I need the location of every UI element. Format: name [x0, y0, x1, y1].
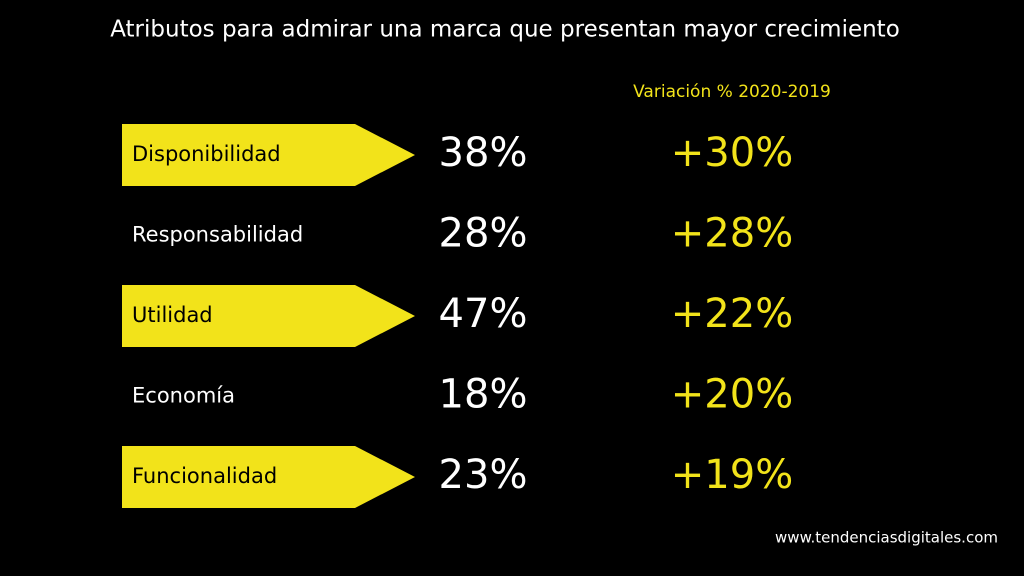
row-label: Utilidad	[132, 303, 213, 327]
row-label: Disponibilidad	[132, 142, 281, 166]
row-change: +19%	[671, 452, 793, 498]
row-value: 18%	[439, 372, 528, 418]
row-value: 38%	[439, 130, 528, 176]
row-value: 47%	[439, 291, 528, 337]
highlight-arrow	[122, 124, 415, 186]
highlight-arrow	[122, 446, 415, 508]
row-change: +22%	[671, 291, 793, 337]
source: www.tendenciasdigitales.com	[775, 529, 998, 547]
row-label: Economía	[132, 384, 235, 408]
row-change: +28%	[671, 211, 793, 257]
row-label: Responsabilidad	[132, 223, 303, 247]
title: Atributos para admirar una marca que pre…	[110, 17, 900, 43]
row-value: 28%	[439, 211, 528, 257]
rows: Disponibilidad 38% +30% Responsabilidad 28% +…	[122, 124, 793, 508]
row-label: Funcionalidad	[132, 464, 277, 488]
row-value: 23%	[439, 452, 528, 498]
highlight-arrow	[122, 285, 415, 347]
row-change: +30%	[671, 130, 793, 176]
row-change: +20%	[671, 372, 793, 418]
column-header: Variación % 2020-2019	[633, 82, 831, 102]
